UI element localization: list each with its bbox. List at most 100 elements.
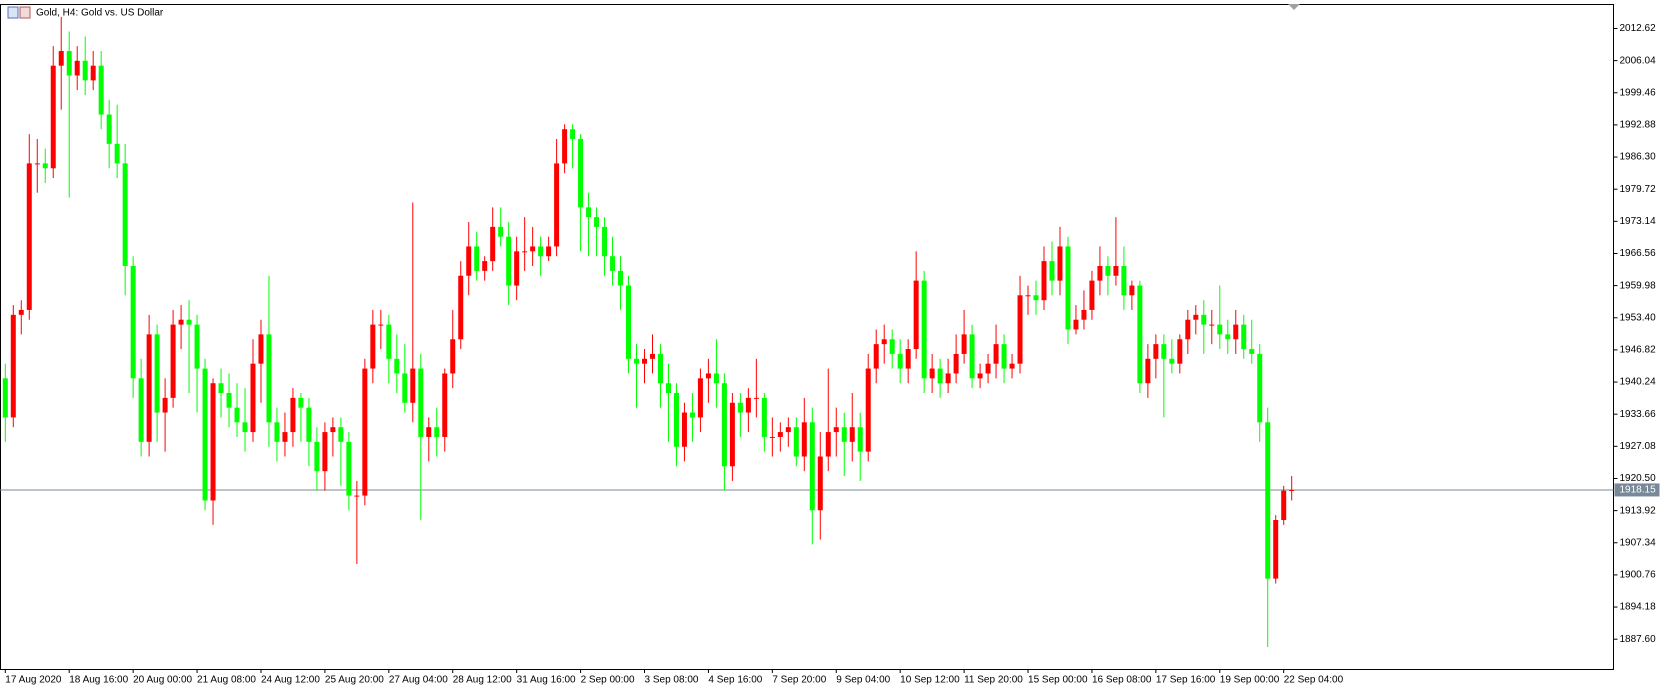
y-tick-label: 1920.50 (1620, 473, 1657, 484)
candle-body (402, 373, 408, 403)
candle-body (1273, 520, 1279, 579)
y-tick-label: 1973.14 (1620, 216, 1657, 227)
x-tick-label: 3 Sep 08:00 (645, 675, 699, 686)
candle-body (210, 383, 216, 501)
candle-body (793, 427, 799, 457)
candle-body (562, 129, 568, 164)
candle-body (705, 373, 711, 379)
y-tick-label: 1959.98 (1620, 280, 1657, 291)
candle-body (1185, 319, 1191, 340)
candle-body (90, 65, 96, 81)
candle-body (857, 427, 863, 452)
candle-body (1113, 265, 1119, 276)
y-tick-label: 1894.18 (1620, 602, 1657, 613)
candle-body (618, 270, 624, 286)
candle-body (226, 392, 232, 408)
y-tick-label: 1979.72 (1620, 184, 1657, 195)
candle-body (929, 368, 935, 379)
x-tick-label: 16 Sep 08:00 (1092, 675, 1152, 686)
candle-body (354, 495, 360, 497)
candle-body (745, 397, 751, 413)
candle-body (10, 314, 16, 418)
candle-body (1161, 344, 1167, 359)
candle-body (18, 309, 24, 315)
candle-body (298, 397, 304, 408)
candle-body (442, 373, 448, 437)
candle-body (969, 334, 975, 379)
candle-body (825, 432, 831, 457)
candle-body (250, 363, 256, 433)
candle-body (282, 432, 288, 442)
candle-body (1041, 261, 1047, 301)
candle-body (370, 324, 376, 369)
y-tick-label: 2012.62 (1620, 23, 1657, 34)
x-tick-label: 10 Sep 12:00 (900, 675, 960, 686)
candle-body (1001, 344, 1007, 369)
x-tick-label: 11 Sep 20:00 (964, 675, 1023, 686)
candle-body (490, 226, 496, 262)
candle-body (114, 143, 120, 164)
x-tick-label: 19 Sep 00:00 (1220, 675, 1280, 686)
candle-body (945, 373, 951, 384)
candle-body (362, 368, 368, 496)
candle-body (338, 427, 344, 442)
candle-body (913, 280, 919, 350)
candle-body (841, 427, 847, 442)
candle-body (162, 397, 168, 413)
candle-body (769, 436, 775, 438)
candle-body (1145, 358, 1151, 384)
candle-body (1241, 324, 1247, 350)
candle-body (346, 441, 352, 496)
candle-body (266, 334, 272, 423)
x-tick-label: 20 Aug 00:00 (133, 675, 192, 686)
candle-body (1073, 319, 1079, 330)
candle-body (1169, 358, 1175, 364)
x-tick-label: 17 Sep 16:00 (1156, 675, 1216, 686)
y-tick-label: 1992.88 (1620, 120, 1657, 131)
candle-body (681, 412, 687, 447)
candle-body (873, 344, 879, 369)
candle-body (570, 129, 576, 139)
candle-body (170, 324, 176, 398)
candle-body (1249, 349, 1255, 354)
candle-body (1257, 353, 1263, 423)
x-tick-label: 21 Aug 08:00 (197, 675, 256, 686)
candle-body (434, 427, 440, 437)
candle-body (626, 285, 632, 359)
candle-body (1193, 314, 1199, 320)
candle-body (474, 246, 480, 271)
candle-body (610, 256, 616, 271)
x-tick-label: 15 Sep 00:00 (1028, 675, 1088, 686)
candle-body (1017, 295, 1023, 364)
candle-body (450, 339, 456, 374)
candle-body (881, 339, 887, 345)
candle-body (1097, 265, 1103, 281)
current-price-box (1614, 483, 1660, 497)
candle-body (410, 368, 416, 403)
candle-body (290, 397, 296, 433)
x-tick-label: 7 Sep 20:00 (772, 675, 826, 686)
y-tick-label: 1900.76 (1620, 570, 1657, 581)
candle-body (194, 324, 200, 369)
candle-body (777, 432, 783, 437)
candle-body (186, 319, 192, 325)
plot-frame (0, 4, 1614, 670)
x-tick-label: 27 Aug 04:00 (389, 675, 448, 686)
x-tick-label: 25 Aug 20:00 (325, 675, 384, 686)
candle-body (50, 65, 56, 169)
candle-body (865, 368, 871, 452)
candle-body (466, 246, 472, 276)
candle-body (1265, 422, 1271, 579)
candle-body (697, 378, 703, 418)
candle-body (1137, 285, 1143, 384)
x-tick-label: 17 Aug 2020 (5, 675, 62, 686)
candle-body (274, 422, 280, 442)
candle-body (801, 422, 807, 457)
candle-body (1009, 363, 1015, 369)
candle-body (2, 378, 8, 418)
y-tick-label: 1999.46 (1620, 87, 1657, 98)
candle-body (242, 422, 248, 433)
candle-body (753, 397, 759, 399)
candle-body (1065, 246, 1071, 330)
